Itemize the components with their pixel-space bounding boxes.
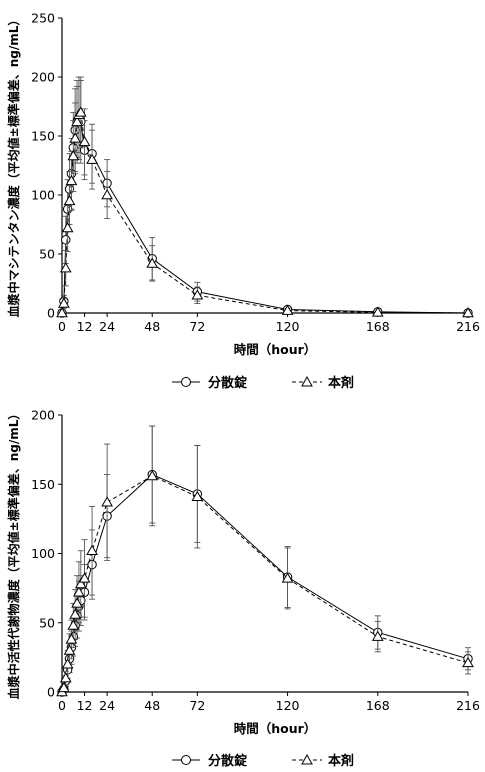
x-tick-label: 12 xyxy=(77,698,93,713)
y-tick-label: 200 xyxy=(31,70,55,85)
data-point xyxy=(58,681,70,693)
series-line xyxy=(61,117,469,314)
data-point xyxy=(61,222,74,233)
y-tick-label: 50 xyxy=(39,247,55,262)
y-tick-label: 0 xyxy=(47,306,55,321)
x-tick-label: 12 xyxy=(77,319,93,334)
data-point xyxy=(146,469,159,481)
data-point xyxy=(56,306,68,318)
data-point xyxy=(191,289,204,300)
legend-circle-marker xyxy=(181,377,191,387)
data-point xyxy=(63,194,76,206)
data-point xyxy=(69,608,82,619)
x-tick-label: 168 xyxy=(366,319,390,334)
series-dispersible-tablet xyxy=(57,76,473,318)
data-point xyxy=(71,115,83,127)
legend: 分散錠 本剤 xyxy=(172,375,354,391)
series-this-drug xyxy=(56,76,474,318)
y-tick-label: 100 xyxy=(31,546,55,561)
data-point xyxy=(86,544,98,555)
legend-label: 分散錠 xyxy=(208,753,248,769)
y-tick-label: 250 xyxy=(31,11,55,26)
data-point xyxy=(61,658,74,669)
data-point xyxy=(462,656,474,668)
x-tick-label: 48 xyxy=(144,319,160,334)
data-point xyxy=(281,304,294,315)
x-tick-label: 216 xyxy=(456,319,480,334)
x-axis-label: 時間（hour） xyxy=(234,342,317,357)
x-tick-label: 0 xyxy=(58,698,66,713)
legend-label: 本剤 xyxy=(328,375,354,391)
series-line xyxy=(61,111,469,314)
x-tick-label: 72 xyxy=(189,698,205,713)
data-point xyxy=(74,106,87,117)
legend: 分散錠 本剤 xyxy=(172,753,354,769)
data-point xyxy=(146,257,159,268)
data-point xyxy=(281,572,294,583)
series-this-drug xyxy=(56,425,474,697)
data-point xyxy=(63,644,76,655)
x-tick-label: 120 xyxy=(276,319,300,334)
y-tick-label: 150 xyxy=(31,477,55,492)
x-tick-label: 0 xyxy=(58,319,66,334)
data-point xyxy=(78,572,91,583)
series-dispersible-tablet xyxy=(57,425,473,697)
y-tick-label: 50 xyxy=(39,615,55,630)
data-point xyxy=(74,577,87,589)
data-point xyxy=(69,132,82,143)
x-tick-label: 72 xyxy=(189,319,205,334)
data-point xyxy=(65,174,78,186)
chart-2: 0 50 100 150 200 0 12 24 48 72 120 168 216 時間（hour） 血漿… xyxy=(6,408,480,770)
x-tick-label: 24 xyxy=(99,319,115,334)
y-tick-label: 150 xyxy=(31,129,55,144)
data-point xyxy=(59,262,72,273)
x-tick-label: 216 xyxy=(456,698,480,713)
data-point xyxy=(191,490,204,501)
data-point xyxy=(101,496,113,507)
x-tick-label: 24 xyxy=(99,698,115,713)
data-point xyxy=(86,153,98,164)
series-line xyxy=(61,474,469,693)
x-axis-label: 時間（hour） xyxy=(234,721,317,736)
y-tick-label: 200 xyxy=(31,408,55,423)
y-axis-label: 血漿中活性代謝物濃度（平均値±標準偏差、ng/mL） xyxy=(6,408,21,700)
data-point xyxy=(101,188,113,200)
data-point xyxy=(78,135,91,147)
data-point xyxy=(67,619,80,630)
data-point xyxy=(462,306,474,318)
legend-circle-marker xyxy=(181,755,191,765)
legend-triangle-marker xyxy=(301,753,313,765)
series-line xyxy=(61,475,469,693)
x-tick-label: 168 xyxy=(366,698,390,713)
chart-1: 0 50 100 150 200 250 0 12 24 48 72 120 168 216 時間（hour… xyxy=(6,11,480,392)
x-tick-label: 120 xyxy=(276,698,300,713)
y-axis-label: 血漿中マシテンタン濃度（平均値±標準偏差、ng/mL） xyxy=(6,14,21,318)
legend-label: 本剤 xyxy=(328,753,354,769)
data-point xyxy=(71,597,83,608)
data-point xyxy=(67,150,80,161)
legend-triangle-marker xyxy=(301,375,313,387)
y-tick-label: 100 xyxy=(31,188,55,203)
data-point xyxy=(371,630,384,641)
y-tick-label: 0 xyxy=(47,685,55,700)
data-point xyxy=(61,235,71,245)
data-point xyxy=(371,306,384,317)
data-point xyxy=(58,297,70,308)
legend-label: 分散錠 xyxy=(208,375,248,391)
data-point xyxy=(65,633,78,644)
data-point xyxy=(73,586,85,597)
data-point xyxy=(59,672,72,683)
x-tick-label: 48 xyxy=(144,698,160,713)
